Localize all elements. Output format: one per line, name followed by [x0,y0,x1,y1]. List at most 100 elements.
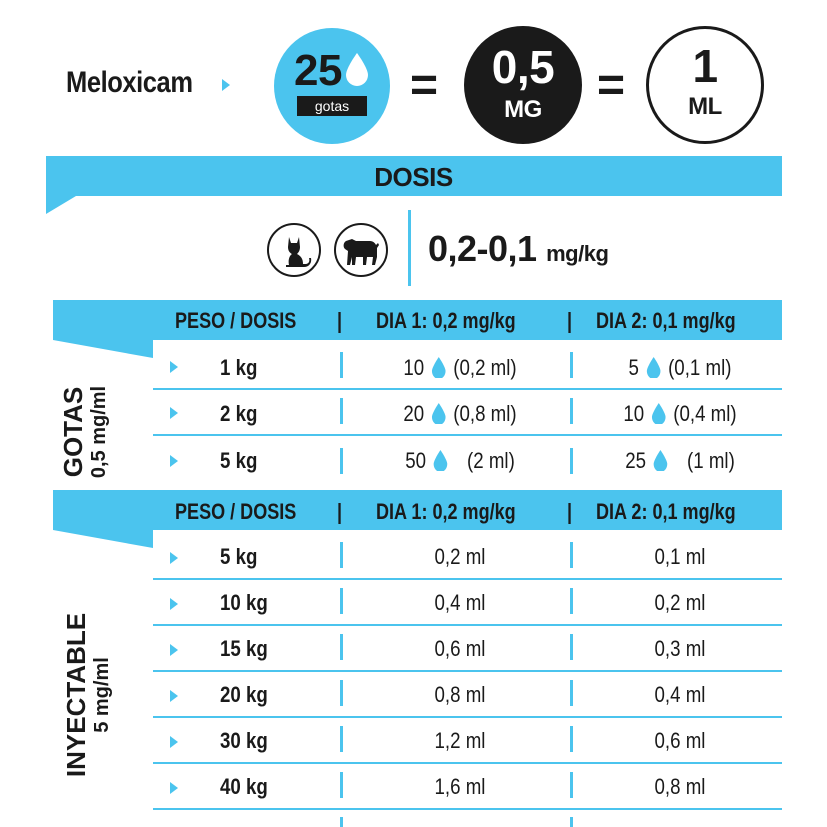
arrow-right-icon [170,736,178,748]
inyectable-side-label: INYECTABLE 5 mg/ml [61,595,123,795]
ml-amount: (0,1 ml) [668,355,732,380]
drops-count: 25 [625,448,646,473]
row-day2: 5 (0,1 ml) [604,355,757,381]
row-divider [340,542,343,568]
row-day2: 0,4 ml [654,682,706,707]
arrow-right-icon [222,79,230,91]
drops-count: 10 [623,401,645,426]
drops-count: 50 [405,448,426,473]
ml-number: 1 [692,40,718,92]
row-weight: 1 kg [220,355,258,380]
dosis-bar-fold [46,196,76,214]
arrow-right-icon [170,407,178,419]
row-weight: 10 kg [220,590,268,615]
row-rule [153,716,782,718]
row-divider [570,398,573,424]
row-divider-partial [340,817,343,827]
inyectable-header-bar [53,490,782,530]
row-day1: 1,6 ml [434,774,486,799]
row-divider [340,634,343,660]
inyectable-header-fold [53,530,153,548]
mg-unit: MG [504,96,542,123]
inyectable-sep-1: | [337,499,343,524]
dose-main: 0,2-0,1 [428,228,537,269]
cat-badge [267,223,321,277]
ml-amount: (1 ml) [687,448,735,473]
row-divider-partial [570,817,573,827]
row-day2: 0,1 ml [654,544,706,569]
dog-icon [343,239,379,265]
row-day1: 0,4 ml [434,590,486,615]
drop-icon [346,53,368,86]
dose-unit: mg/kg [546,241,609,266]
row-day2: 0,6 ml [654,728,706,753]
drops-count: 10 [403,355,425,380]
equals-sign-2: = [597,59,626,112]
dosis-bar [46,156,782,196]
gotas-header-bar [53,300,782,340]
row-day1: 1,2 ml [434,728,486,753]
row-day2: 0,2 ml [654,590,706,615]
ml-amount: (0,8 ml) [453,401,517,426]
drug-name: Meloxicam [66,66,193,99]
row-day1: 20 (0,8 ml) [384,401,537,427]
row-day1: 0,8 ml [434,682,486,707]
row-divider [570,772,573,798]
drops-badge: 25 gotas [274,28,390,144]
gotas-col-sep-2: | [567,308,573,333]
drop-icon [431,357,446,378]
row-divider [340,352,343,378]
drops-count: 20 [403,401,425,426]
row-divider [570,680,573,706]
row-weight: 5 kg [220,544,258,569]
drop-icon [646,357,661,378]
arrow-right-icon [170,361,178,373]
row-divider [340,588,343,614]
inyectable-label: INYECTABLE [61,612,91,778]
arrow-right-icon [170,598,178,610]
row-day1: 0,6 ml [434,636,486,661]
row-day1: 50 (2 ml) [384,448,537,474]
row-weight: 30 kg [220,728,268,753]
row-divider [570,588,573,614]
drop-icon [431,403,446,424]
row-rule [153,762,782,764]
drops-count: 5 [628,355,639,380]
ml-badge: 1 ML [646,26,764,144]
gotas-sep-1: | [337,308,343,333]
row-weight: 5 kg [220,448,258,473]
inyectable-col-weight: PESO / DOSIS [175,499,297,524]
drop-icon [653,450,668,471]
row-day2: 0,3 ml [654,636,706,661]
drop-icon [651,403,666,424]
gotas-label: GOTAS [58,386,88,478]
row-rule [153,578,782,580]
ml-unit: ML [688,93,722,120]
row-divider [570,726,573,752]
drops-unit-box: gotas [297,96,367,116]
mg-number: 0,5 [491,41,555,93]
row-divider [570,634,573,660]
row-divider [340,772,343,798]
row-weight: 2 kg [220,401,258,426]
row-weight: 40 kg [220,774,268,799]
row-divider [570,352,573,378]
row-day1: 10 (0,2 ml) [384,355,537,381]
equals-sign-1: = [410,59,439,112]
row-rule [153,434,782,436]
gotas-concentration: 0,5 mg/ml [88,385,110,479]
row-divider [570,448,573,474]
drops-number: 25 [294,46,342,95]
drop-icon [433,450,448,471]
gotas-col-day2: DIA 2: 0,1 mg/kg [596,308,736,333]
row-divider [570,542,573,568]
row-rule [153,624,782,626]
arrow-right-icon [170,782,178,794]
row-weight: 15 kg [220,636,268,661]
gotas-col-weight: PESO / DOSIS [175,308,297,333]
row-rule [153,388,782,390]
gotas-header-fold [53,340,153,358]
dosis-title: DOSIS [374,162,453,192]
arrow-right-icon [170,644,178,656]
dose-range: 0,2-0,1 mg/kg [428,228,609,270]
